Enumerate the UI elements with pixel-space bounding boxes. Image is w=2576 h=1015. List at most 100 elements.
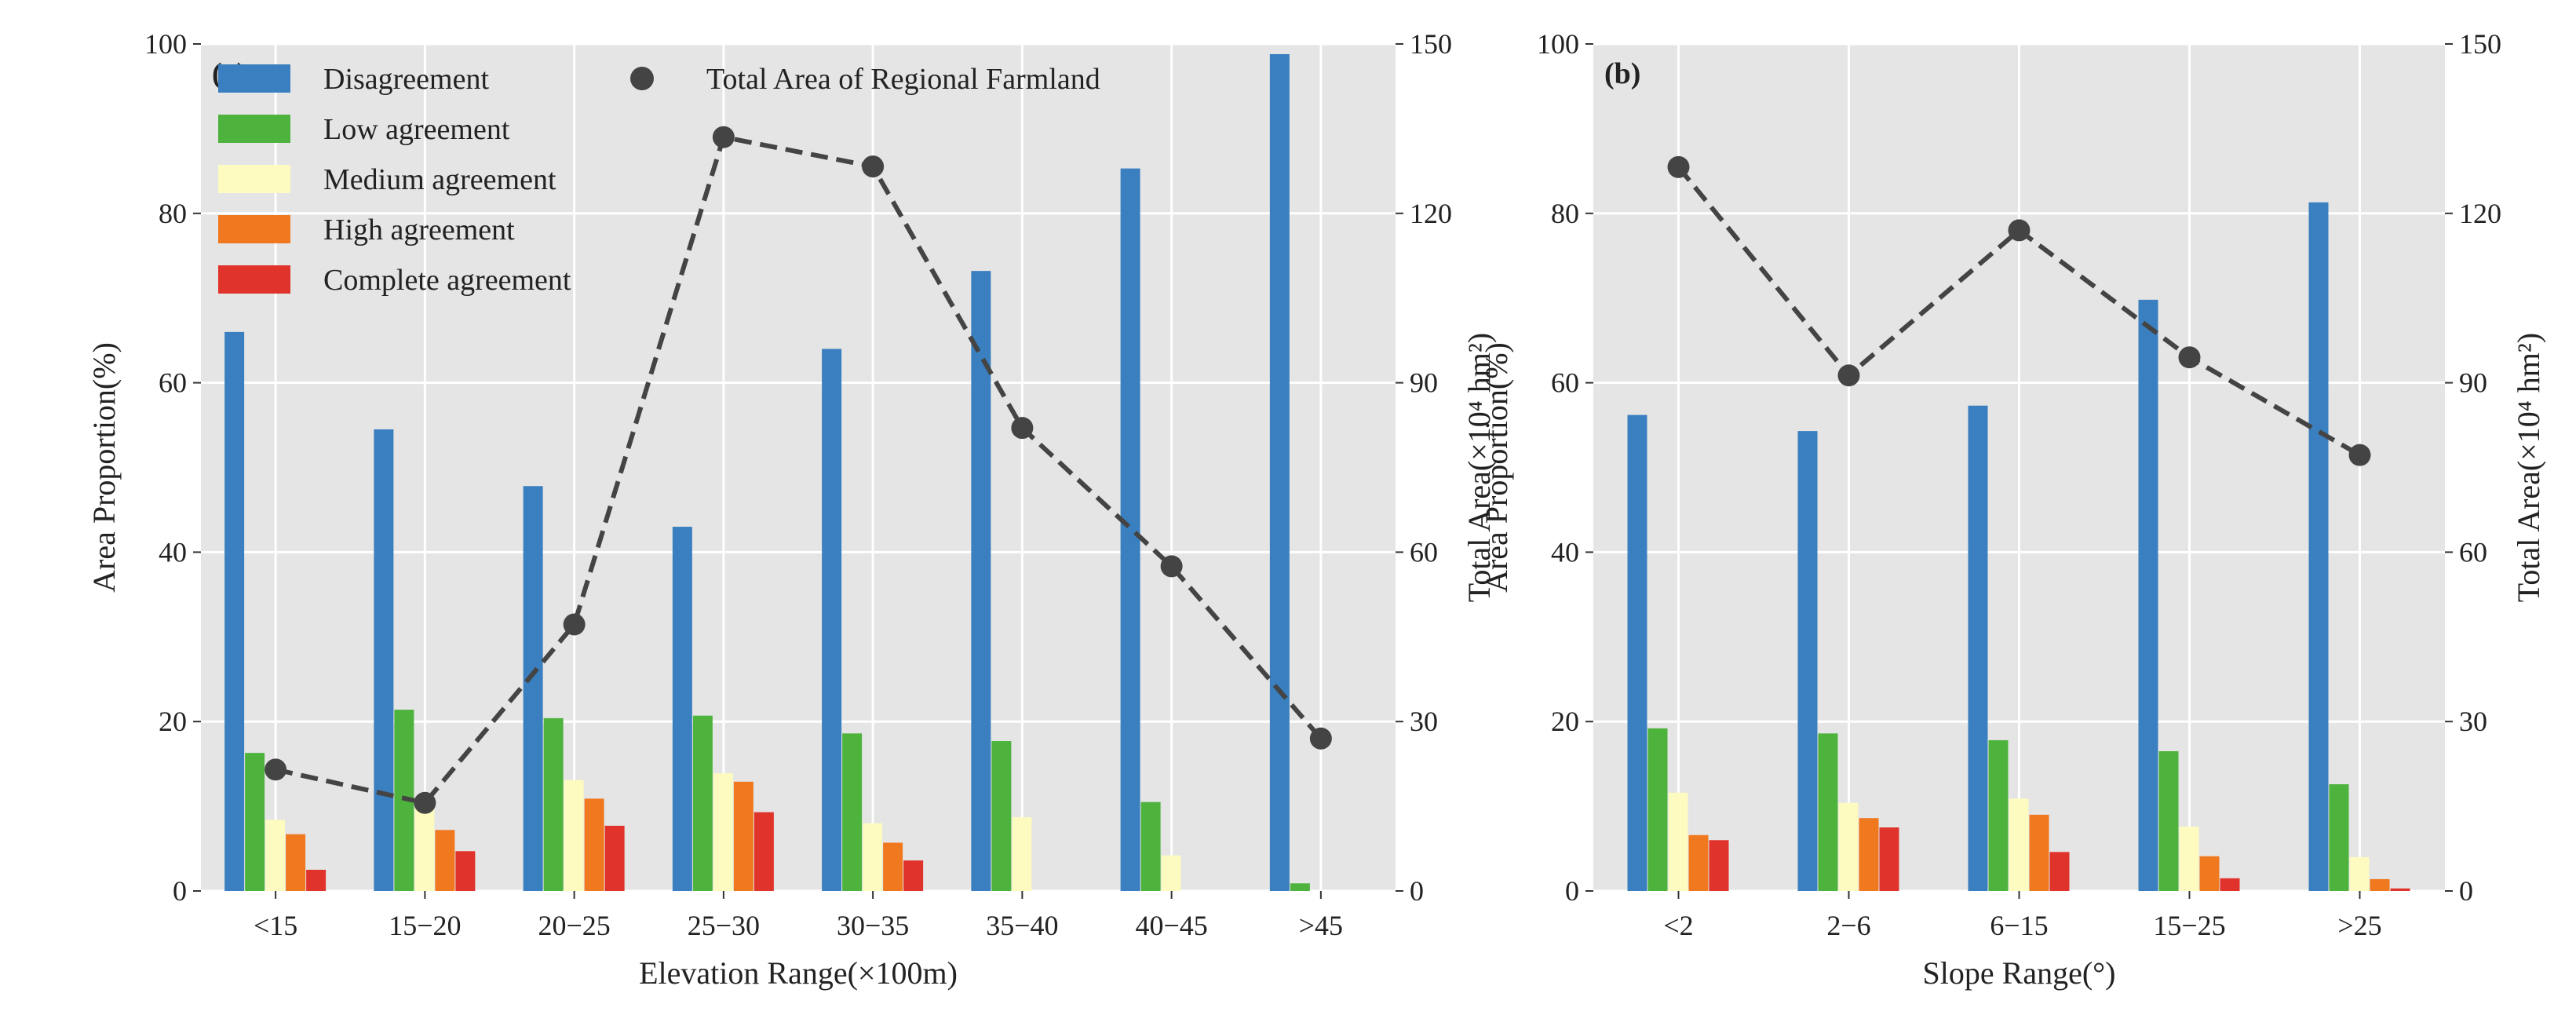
total-area-point (1309, 727, 1332, 750)
bar-disagreement (2308, 202, 2329, 891)
panel-b: 0 20 40 60 80 100 0 30 60 90 120 150 <2 2−6 6−15 15−25 >… (1479, 28, 2546, 991)
bar-complete (306, 870, 327, 891)
bar-complete (903, 860, 924, 891)
bar-disagreement (224, 331, 245, 891)
legend-label: High agreement (323, 214, 515, 246)
legend-swatch-medium (218, 165, 290, 193)
total-area-line (275, 134, 1323, 806)
y-tick-label: 0 (173, 875, 187, 907)
y-axis-title: Area Proportion(%) (1479, 342, 1514, 593)
bar-medium (265, 820, 286, 891)
bar-disagreement (1120, 168, 1140, 891)
bar-complete (753, 812, 774, 891)
panel-a: 0 20 40 60 80 100 0 30 60 90 120 150 <15 15−20 20−25 25… (86, 28, 1497, 991)
bar-high (584, 798, 604, 891)
bar-low (2329, 784, 2349, 891)
bar-medium (713, 773, 733, 891)
bar-medium (564, 780, 584, 891)
bar-medium (1161, 855, 1181, 891)
y2-tick-label: 120 (2459, 198, 2501, 229)
bar-low (842, 733, 863, 891)
bar-complete (1879, 827, 1899, 891)
x-tick-label: 20−25 (538, 910, 610, 941)
bar-medium (1668, 792, 1688, 891)
y-tick-label: 20 (1551, 706, 1579, 737)
bar-high (733, 781, 753, 891)
x-tick-label: 25−30 (688, 910, 760, 941)
legend-swatch-high (218, 215, 290, 243)
bar-low (1140, 801, 1161, 891)
y2-axis-title: Total Area(×10⁴ hm²) (2511, 333, 2546, 602)
x-tick-label: >25 (2337, 910, 2381, 941)
total-area-point (2008, 219, 2031, 242)
y-tick-label: 100 (1537, 28, 1579, 60)
bar-complete (455, 851, 476, 891)
bar-disagreement (1968, 405, 1988, 891)
x-tick-label: >45 (1299, 910, 1343, 941)
bar-medium (2349, 856, 2370, 891)
bar-medium (1012, 817, 1032, 891)
y-tick-label: 40 (159, 536, 187, 568)
y2-tick-label: 0 (1410, 875, 1424, 907)
total-area-point (414, 791, 436, 814)
bar-low (2158, 750, 2179, 891)
bar-low (692, 715, 713, 891)
x-tick-label: <15 (254, 910, 297, 941)
bar-disagreement (971, 271, 991, 891)
total-area-point (1011, 417, 1034, 440)
total-area-point (1160, 555, 1183, 578)
bar-low (1290, 883, 1310, 891)
legend: Disagreement Low agreement Medium agreemen… (218, 63, 1100, 297)
y-tick-label: 100 (144, 28, 187, 60)
y-tick-label: 20 (159, 706, 187, 737)
bar-low (543, 717, 564, 891)
legend-swatch-complete (218, 265, 290, 294)
bar-high (2199, 856, 2220, 891)
legend-label: Low agreement (323, 113, 510, 146)
bar-high (2029, 814, 2049, 891)
bar-disagreement (1269, 53, 1290, 891)
bar-high (286, 834, 306, 891)
y2-tick-label: 150 (1410, 28, 1452, 60)
bar-low (1647, 728, 1668, 891)
bar-complete (2390, 888, 2410, 891)
x-tick-label: <2 (1663, 910, 1693, 941)
y-tick-label: 40 (1551, 536, 1579, 568)
y-tick-label: 0 (1565, 875, 1579, 907)
total-area-point (862, 155, 885, 178)
total-area-point (1667, 155, 1690, 178)
y2-tick-label: 150 (2459, 28, 2501, 60)
legend-marker-total-area (630, 67, 654, 90)
y2-tick-label: 60 (2459, 536, 2487, 568)
x-tick-label: 30−35 (837, 910, 909, 941)
x-tick-label: 6−15 (1990, 910, 2048, 941)
total-area-point (712, 126, 735, 148)
bar-complete (604, 825, 625, 891)
bar-low (991, 741, 1012, 891)
total-area-point (2348, 444, 2371, 466)
y2-tick-label: 90 (2459, 367, 2487, 399)
bar-complete (2049, 852, 2070, 891)
x-tick-label: 35−40 (986, 910, 1058, 941)
bar-low (1818, 733, 1838, 891)
x-tick-label: 2−6 (1826, 910, 1870, 941)
bar-high (1859, 818, 1879, 891)
bar-disagreement (523, 486, 543, 891)
bar-medium (1838, 802, 1859, 891)
panel-label: (b) (1604, 57, 1640, 90)
y2-tick-label: 30 (2459, 706, 2487, 737)
y-axis-title: Area Proportion(%) (86, 342, 122, 593)
y2-tick-label: 30 (1410, 706, 1438, 737)
y2-tick-label: 60 (1410, 536, 1438, 568)
bar-disagreement (1797, 431, 1818, 891)
x-tick-label: 15−20 (389, 910, 461, 941)
legend-label: Complete agreement (323, 264, 571, 297)
total-area-point (2178, 346, 2201, 369)
x-axis-title: Slope Range(°) (1923, 955, 2116, 991)
total-area-point (265, 758, 287, 781)
total-area-point (1837, 364, 1860, 387)
y-tick-label: 60 (159, 367, 187, 399)
bar-complete (2220, 878, 2240, 891)
